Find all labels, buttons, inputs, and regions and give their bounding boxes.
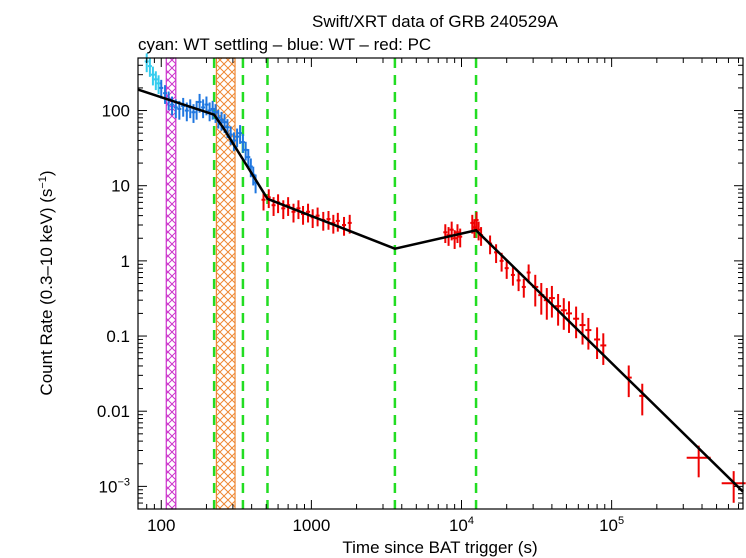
data-point (281, 200, 286, 220)
data-point (458, 228, 463, 248)
y-tick-label-base: 0.01 (97, 402, 130, 421)
model-fit-line (137, 88, 744, 493)
x-tick-label-sup: 4 (468, 515, 474, 527)
data-point (579, 312, 586, 345)
data-point (163, 85, 168, 104)
y-tick-label-sup: −3 (117, 476, 130, 488)
data-point (201, 99, 206, 119)
x-axis-label: Time since BAT trigger (s) (342, 538, 537, 557)
x-tick-label: 105 (599, 515, 624, 535)
data-point (585, 317, 592, 350)
data-point (213, 104, 218, 123)
y-tick-label: 1 (121, 252, 130, 271)
data-point (335, 212, 340, 232)
y-tick-label: 100 (102, 102, 130, 121)
data-point (235, 128, 240, 148)
x-tick-label: 100 (147, 516, 175, 535)
chart-title: Swift/XRT data of GRB 240529A (312, 12, 559, 31)
x-tick-label: 104 (449, 515, 474, 535)
data-point (452, 230, 457, 249)
data-point (342, 216, 347, 236)
data-point (326, 210, 331, 230)
data-point (600, 333, 607, 365)
data-point (449, 221, 454, 241)
data-point (153, 71, 158, 91)
data-point (510, 266, 515, 286)
data-point (315, 207, 320, 227)
data-point (560, 298, 567, 330)
plot-content (137, 53, 746, 510)
y-tick-label: 0.01 (97, 402, 130, 421)
data-point (219, 111, 224, 131)
data-point (238, 125, 243, 144)
data-point (306, 203, 311, 223)
y-axis-label-sup: −1 (37, 176, 49, 189)
data-point (261, 191, 266, 211)
x-tick-label-base: 1000 (292, 516, 330, 535)
chart-subtitle: cyan: WT settling – blue: WT – red: PC (138, 35, 431, 54)
x-tick-label-sup: 5 (618, 515, 624, 527)
data-point (474, 211, 479, 231)
band-magenta (165, 57, 177, 510)
data-point (240, 134, 245, 153)
x-tick-label-base: 10 (599, 516, 618, 535)
data-point (504, 260, 509, 279)
data-point (243, 141, 248, 161)
y-tick-label: 10 (111, 177, 130, 196)
data-point (291, 203, 296, 223)
data-point (159, 79, 164, 99)
y-axis-label: Count Rate (0.3–10 keV) (s−1) (37, 170, 56, 395)
x-tick-label-base: 100 (147, 516, 175, 535)
data-point (594, 327, 601, 359)
y-tick-label-base: 10 (111, 177, 130, 196)
x-tick-label: 1000 (292, 516, 330, 535)
y-axis-label-main: Count Rate (0.3–10 keV) (s (37, 189, 56, 396)
series-pc (261, 189, 746, 503)
y-axis-label-tail: ) (37, 170, 56, 176)
data-point (443, 224, 448, 244)
y-tick-label: 10−3 (99, 476, 130, 496)
data-point (573, 306, 580, 339)
data-point (516, 272, 521, 292)
data-point (565, 301, 572, 333)
x-tick-label-base: 10 (449, 516, 468, 535)
data-point (147, 58, 152, 77)
data-point (210, 100, 215, 120)
y-tick-label: 0.1 (106, 327, 130, 346)
data-point (207, 102, 212, 122)
data-point (246, 149, 251, 168)
data-point (156, 75, 161, 95)
y-tick-label-base: 1 (121, 252, 130, 271)
data-point (521, 278, 526, 298)
y-tick-label-base: 100 (102, 102, 130, 121)
data-point (150, 66, 155, 86)
data-point (228, 126, 233, 146)
y-tick-label-base: 10 (99, 477, 118, 496)
y-tick-label-base: 0.1 (106, 327, 130, 346)
data-point (548, 285, 555, 318)
